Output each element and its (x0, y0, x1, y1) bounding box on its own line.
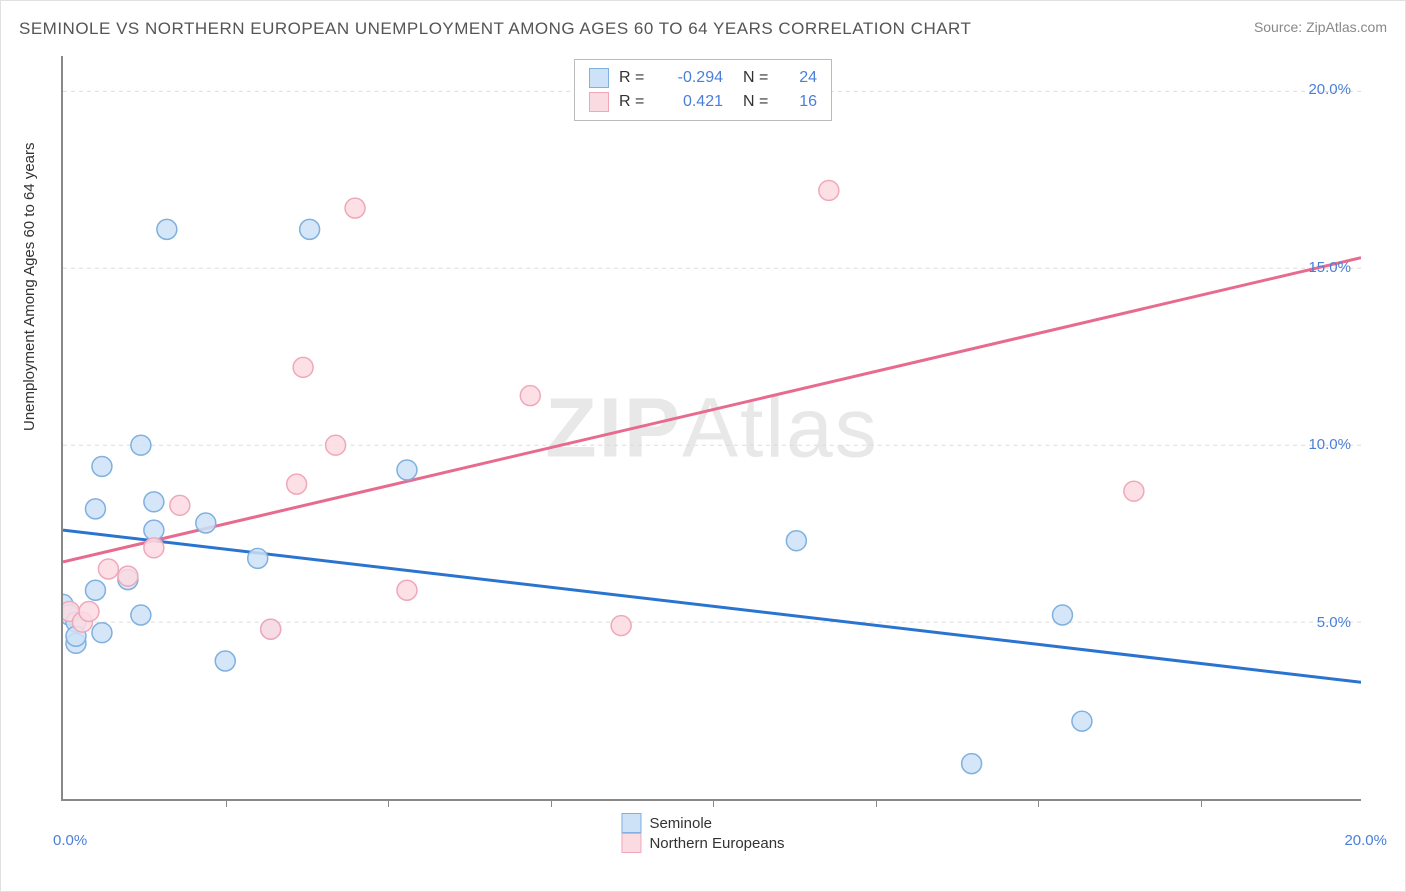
scatter-point (92, 456, 112, 476)
scatter-point (1052, 605, 1072, 625)
scatter-point (962, 754, 982, 774)
scatter-point (1072, 711, 1092, 731)
legend-n-label: N = (743, 93, 777, 111)
x-tick (388, 799, 389, 807)
scatter-point (819, 180, 839, 200)
scatter-point (287, 474, 307, 494)
scatter-point (326, 435, 346, 455)
scatter-point (85, 499, 105, 519)
scatter-point (611, 616, 631, 636)
x-tick (226, 799, 227, 807)
y-axis-label: Unemployment Among Ages 60 to 64 years (21, 142, 38, 431)
x-tick (551, 799, 552, 807)
x-axis-end-label: 20.0% (1344, 832, 1387, 849)
scatter-point (261, 619, 281, 639)
legend-n-label: N = (743, 69, 777, 87)
legend-correlation-row: R = -0.294 N = 24 (589, 66, 817, 90)
chart-source: Source: ZipAtlas.com (1254, 19, 1387, 35)
plot-area: ZIPAtlas 5.0%10.0%15.0%20.0% (61, 56, 1361, 801)
chart-container: SEMINOLE VS NORTHERN EUROPEAN UNEMPLOYME… (0, 0, 1406, 892)
scatter-point (786, 531, 806, 551)
scatter-point (85, 580, 105, 600)
legend-series-name: Northern Europeans (649, 835, 784, 852)
legend-r-label: R = (619, 69, 653, 87)
scatter-point (157, 219, 177, 239)
scatter-point (397, 460, 417, 480)
regression-line (63, 258, 1361, 562)
scatter-point (144, 538, 164, 558)
legend-r-value: 0.421 (663, 93, 723, 111)
x-tick (713, 799, 714, 807)
legend-correlation-row: R = 0.421 N = 16 (589, 90, 817, 114)
legend-swatch (621, 813, 641, 833)
scatter-point (170, 495, 190, 515)
x-tick (876, 799, 877, 807)
legend-swatch (621, 833, 641, 853)
plot-svg (63, 56, 1361, 799)
y-tick-label: 5.0% (1317, 614, 1351, 631)
scatter-point (397, 580, 417, 600)
chart-title: SEMINOLE VS NORTHERN EUROPEAN UNEMPLOYME… (19, 19, 971, 39)
legend-series-item: Seminole (621, 813, 784, 833)
scatter-point (1124, 481, 1144, 501)
x-axis-start-label: 0.0% (53, 832, 87, 849)
y-tick-label: 15.0% (1308, 259, 1351, 276)
legend-n-value: 24 (787, 69, 817, 87)
scatter-point (131, 605, 151, 625)
scatter-point (118, 566, 138, 586)
scatter-point (520, 386, 540, 406)
x-tick (1038, 799, 1039, 807)
scatter-point (293, 357, 313, 377)
y-tick-label: 20.0% (1308, 81, 1351, 98)
legend-n-value: 16 (787, 93, 817, 111)
scatter-point (92, 623, 112, 643)
legend-swatch (589, 92, 609, 112)
legend-r-value: -0.294 (663, 69, 723, 87)
legend-correlation-box: R = -0.294 N = 24 R = 0.421 N = 16 (574, 59, 832, 121)
scatter-point (248, 548, 268, 568)
scatter-point (79, 602, 99, 622)
legend-swatch (589, 68, 609, 88)
y-tick-label: 10.0% (1308, 436, 1351, 453)
legend-r-label: R = (619, 93, 653, 111)
legend-series-item: Northern Europeans (621, 833, 784, 853)
scatter-point (98, 559, 118, 579)
scatter-point (196, 513, 216, 533)
legend-series-name: Seminole (649, 815, 712, 832)
x-tick (1201, 799, 1202, 807)
scatter-point (345, 198, 365, 218)
legend-series: Seminole Northern Europeans (621, 813, 784, 853)
scatter-point (215, 651, 235, 671)
scatter-point (300, 219, 320, 239)
scatter-point (131, 435, 151, 455)
scatter-point (144, 492, 164, 512)
